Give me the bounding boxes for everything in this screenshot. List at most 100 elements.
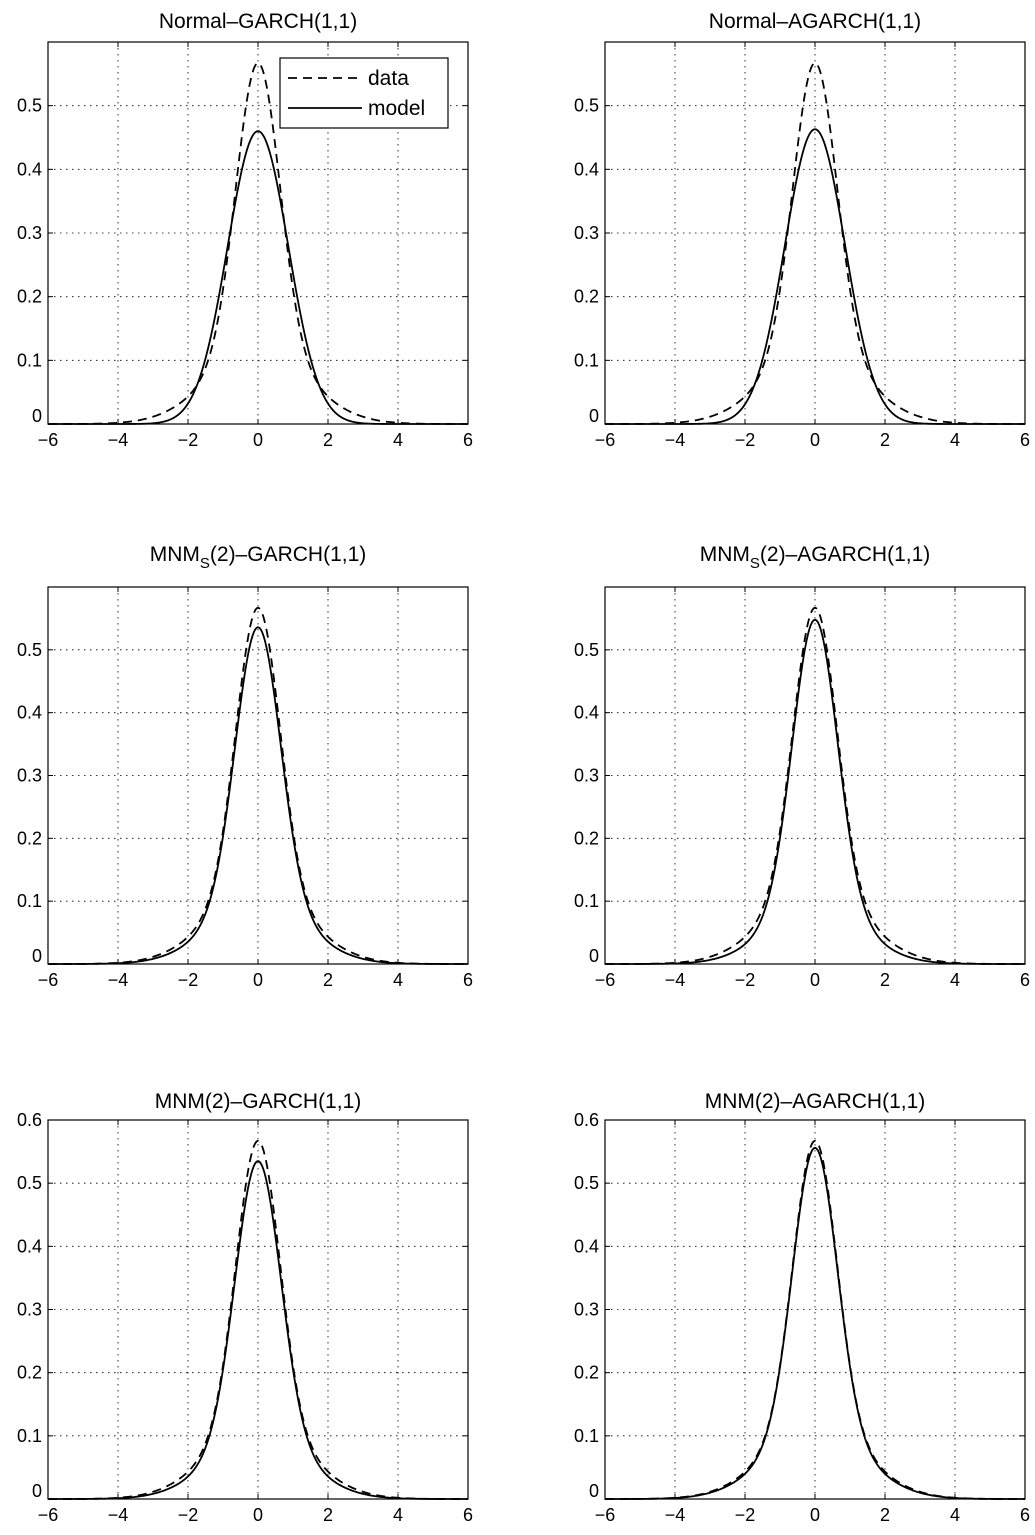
x-tick-label: 0 xyxy=(253,1505,263,1525)
chart-title: Normal–AGARCH(1,1) xyxy=(709,10,921,33)
x-tick-label: 4 xyxy=(950,430,960,450)
chart-title-rest: (2)–AGARCH(1,1) xyxy=(760,543,930,566)
x-tick-label: −6 xyxy=(595,430,616,450)
chart-title-subscript: S xyxy=(200,555,210,572)
y-tick-label: 0 xyxy=(589,1481,599,1501)
x-tick-label: −4 xyxy=(108,1505,129,1525)
x-tick-label: 0 xyxy=(810,1505,820,1525)
chart-title: Normal–GARCH(1,1) xyxy=(159,10,357,33)
y-tick-label: 0.3 xyxy=(17,766,42,786)
y-tick-label: 0.5 xyxy=(17,640,42,660)
chart-title-main: MNM xyxy=(150,543,200,566)
x-tick-label: 0 xyxy=(810,430,820,450)
legend-label-data: data xyxy=(368,67,409,90)
y-tick-label: 0.2 xyxy=(17,828,42,848)
chart-title: MNMS(2)–AGARCH(1,1) xyxy=(700,543,931,572)
y-tick-label: 0.1 xyxy=(17,350,42,370)
subplot-4: −6 −4 −2 0 2 4 6 0 0.1 0.2 0.3 0.4 0.5 MNMS(2)–AGARCH… xyxy=(574,543,1030,990)
x-tick-label: 2 xyxy=(323,430,333,450)
x-tick-label: 6 xyxy=(463,1505,473,1525)
y-tick-label: 0.4 xyxy=(17,159,42,179)
x-tick-label: −4 xyxy=(665,1505,686,1525)
y-tick-label: 0.2 xyxy=(17,287,42,307)
x-tick-label: −6 xyxy=(595,970,616,990)
x-tick-label: 2 xyxy=(880,970,890,990)
chart-title-subscript: S xyxy=(750,555,760,572)
y-tick-label: 0.2 xyxy=(574,828,599,848)
x-tick-label: 4 xyxy=(393,430,403,450)
x-tick-label: 2 xyxy=(323,1505,333,1525)
x-tick-label: −2 xyxy=(735,970,756,990)
x-tick-label: −2 xyxy=(735,430,756,450)
x-tick-label: −4 xyxy=(108,430,129,450)
x-tick-label: 4 xyxy=(393,970,403,990)
y-tick-label: 0.3 xyxy=(574,1300,599,1320)
subplot-5: −6 −4 −2 0 2 4 6 0 0.1 0.2 0.3 0.4 0.5 0.6 MNM(2)–GARC… xyxy=(17,1090,473,1525)
x-tick-label: 6 xyxy=(1020,970,1030,990)
subplot-1: −6 −4 −2 0 2 4 6 0 0.1 0.2 0.3 0.4 0.5 Normal–GARCH(1… xyxy=(17,10,473,450)
legend-label-model: model xyxy=(368,97,425,120)
x-tick-label: 0 xyxy=(253,970,263,990)
x-tick-label: −6 xyxy=(595,1505,616,1525)
x-tick-label: 2 xyxy=(880,1505,890,1525)
x-tick-label: −6 xyxy=(38,430,59,450)
legend: data model xyxy=(279,57,449,129)
x-tick-label: 6 xyxy=(1020,430,1030,450)
y-tick-label: 0.4 xyxy=(17,1236,42,1256)
y-tick-label: 0 xyxy=(589,406,599,426)
subplot-3: −6 −4 −2 0 2 4 6 0 0.1 0.2 0.3 0.4 0.5 MNMS(2)–GARCH(… xyxy=(17,543,473,990)
x-tick-label: −2 xyxy=(735,1505,756,1525)
chart-title: MNMS(2)–GARCH(1,1) xyxy=(150,543,367,572)
y-tick-label: 0.1 xyxy=(17,1426,42,1446)
y-tick-label: 0.4 xyxy=(574,159,599,179)
chart-title: MNM(2)–AGARCH(1,1) xyxy=(705,1090,926,1113)
series-line-model xyxy=(48,626,468,965)
x-tick-label: −4 xyxy=(665,430,686,450)
subplot-6: −6 −4 −2 0 2 4 6 0 0.1 0.2 0.3 0.4 0.5 0.6 MNM(2)–AGAR… xyxy=(574,1090,1030,1525)
y-tick-label: 0 xyxy=(589,946,599,966)
x-tick-label: 2 xyxy=(880,430,890,450)
y-tick-label: 0.5 xyxy=(574,1173,599,1193)
y-tick-label: 0.1 xyxy=(574,891,599,911)
chart-title: MNM(2)–GARCH(1,1) xyxy=(155,1090,362,1113)
y-tick-label: 0 xyxy=(32,1481,42,1501)
series-line-model xyxy=(48,1160,468,1500)
x-tick-label: −2 xyxy=(178,970,199,990)
series-line-data xyxy=(605,62,1025,425)
y-tick-label: 0.5 xyxy=(17,1173,42,1193)
x-tick-label: 6 xyxy=(463,430,473,450)
x-tick-label: 0 xyxy=(253,430,263,450)
x-tick-label: −6 xyxy=(38,1505,59,1525)
y-tick-label: 0.2 xyxy=(574,287,599,307)
x-tick-label: −4 xyxy=(665,970,686,990)
x-tick-label: 4 xyxy=(393,1505,403,1525)
x-tick-label: 6 xyxy=(463,970,473,990)
y-tick-label: 0.3 xyxy=(17,1300,42,1320)
y-tick-label: 0.2 xyxy=(17,1363,42,1383)
subplot-2: −6 −4 −2 0 2 4 6 0 0.1 0.2 0.3 0.4 0.5 Normal–AGARCH(… xyxy=(574,10,1030,450)
y-tick-label: 0.5 xyxy=(17,96,42,116)
x-tick-label: 6 xyxy=(1020,1505,1030,1525)
x-tick-label: 4 xyxy=(950,970,960,990)
y-tick-label: 0.5 xyxy=(574,96,599,116)
x-tick-label: −2 xyxy=(178,1505,199,1525)
series-line-model xyxy=(48,130,468,425)
y-tick-label: 0.4 xyxy=(17,703,42,723)
y-tick-label: 0.3 xyxy=(574,223,599,243)
y-tick-label: 0.6 xyxy=(574,1110,599,1130)
series-line-model xyxy=(605,1146,1025,1500)
series-line-model xyxy=(605,128,1025,425)
x-tick-label: −2 xyxy=(178,430,199,450)
chart-title-main: MNM xyxy=(700,543,750,566)
y-tick-label: 0.1 xyxy=(574,1426,599,1446)
legend-box xyxy=(279,57,449,129)
y-tick-label: 0 xyxy=(32,946,42,966)
x-tick-label: 4 xyxy=(950,1505,960,1525)
y-tick-label: 0.2 xyxy=(574,1363,599,1383)
series-line-model xyxy=(605,618,1025,965)
y-tick-label: 0.5 xyxy=(574,640,599,660)
y-tick-label: 0.4 xyxy=(574,703,599,723)
y-tick-label: 0 xyxy=(32,406,42,426)
x-tick-label: −6 xyxy=(38,970,59,990)
